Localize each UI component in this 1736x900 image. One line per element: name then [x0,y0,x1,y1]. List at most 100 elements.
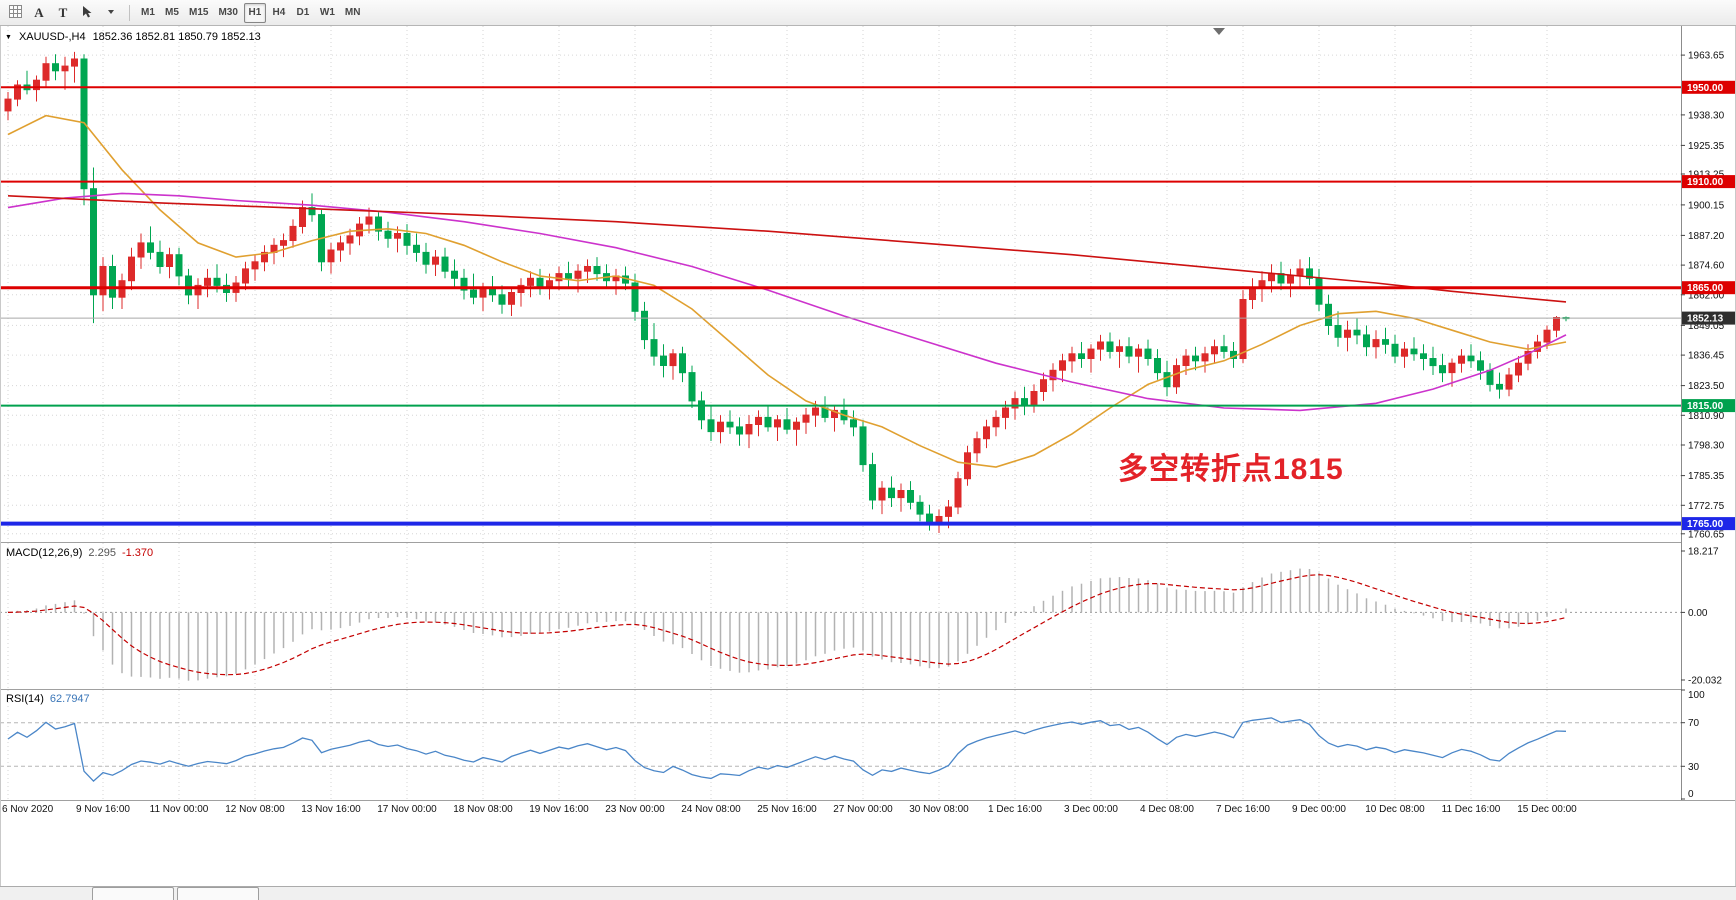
candle-body [441,256,449,272]
price-scale-label: 1963.65 [1688,51,1725,62]
rsi-indicator-label: RSI(14) 62.7947 [6,693,90,705]
candle-body [1543,329,1551,343]
candle-body [954,478,962,508]
price-line-badge [1682,517,1735,531]
svg-text:30: 30 [1688,762,1700,773]
candle-body [907,490,914,503]
candle-body [1553,317,1560,331]
timeframe-d1-button[interactable]: D1 [296,7,310,18]
timeframe-m15-button[interactable]: M15 [189,7,209,18]
candle-body [850,419,857,428]
chart-tab[interactable] [92,887,174,900]
candle-body [261,251,268,263]
rsi-title: RSI(14) [6,693,44,705]
time-axis-label: 9 Nov 16:00 [76,804,130,815]
chart-shift-marker[interactable] [1213,28,1225,35]
candle-body [308,207,316,216]
pattern-tool-button[interactable] [4,3,26,23]
price-scale[interactable]: 1963.65 1938.30 1925.35 1913.25 1900.15 1887.… [1681,51,1735,541]
svg-text:1910.00: 1910.00 [1687,177,1724,188]
timeframe-w1-button[interactable]: W1 [319,7,335,18]
candle-body [4,98,12,112]
time-axis-label: 23 Nov 00:00 [605,804,665,815]
candle-body [783,419,791,430]
ma-mid-line[interactable] [7,192,1567,412]
timeframe-m1-button[interactable]: M1 [141,7,155,18]
candle-body [1125,346,1133,357]
price-scale-label: 1913.25 [1688,170,1725,181]
chevron-down-icon [107,7,115,19]
candle-body [1382,339,1389,345]
rsi-line[interactable] [7,717,1567,783]
price-scale-label: 1938.30 [1688,110,1725,121]
time-axis-label: 15 Dec 00:00 [1517,804,1577,815]
price-line-badge [1682,80,1735,94]
candle-body [1097,341,1104,350]
candle-body [1477,360,1484,371]
candle-body [498,294,506,305]
candle-body [755,416,762,425]
macd-title: MACD(12,26,9) [6,547,83,559]
rsi-scale[interactable]: 100 70 30 0 [1681,689,1705,800]
candle-body [251,261,259,270]
candle-body [109,266,116,298]
time-axis-label: 25 Nov 16:00 [757,804,817,815]
candle-body [736,426,743,435]
candle-body [1448,362,1456,374]
toolbar: A T M1 M5 M15 M30 H1 H4 D1 W1 MN [0,0,1736,26]
timeframe-mn-button[interactable]: MN [344,7,361,18]
time-axis-label: 18 Nov 08:00 [453,804,513,815]
candle-body [365,216,373,225]
window-left-border [0,26,1,886]
chart-tab-bar [0,886,1736,900]
svg-text:1950.00: 1950.00 [1687,83,1724,94]
ma-fast-line[interactable] [7,114,1567,468]
candle-body [33,79,40,91]
candle-body [555,273,563,282]
candle-body [213,277,221,286]
arrow-tool-button[interactable] [76,3,98,23]
candle-body [61,65,69,72]
candle-body [983,426,990,440]
candle-body [1239,299,1247,359]
candle-body [631,282,639,312]
candle-body [451,270,458,279]
ma-slow-line[interactable] [7,195,1567,303]
text-tool-button[interactable]: T [58,4,68,20]
time-axis-label: 27 Nov 00:00 [833,804,893,815]
macd-scale[interactable]: 18.217 0.00 -20.032 [1681,547,1722,687]
candle-body [1040,379,1047,393]
candle-body [375,216,382,232]
candle-body [470,289,477,298]
candle-body [1334,325,1342,338]
timeframe-h4-button[interactable]: H4 [272,7,286,18]
candle-body [698,400,705,421]
candle-body [878,487,886,501]
timeframe-m30-button[interactable]: M30 [218,7,238,18]
font-tool-button[interactable]: A [34,4,44,20]
candle-body [973,438,981,454]
toolbar-separator [129,4,130,21]
candle-body [1372,339,1380,348]
macd-signal-line[interactable] [7,574,1567,676]
price-scale-label: 1772.75 [1688,501,1725,512]
candle-body [688,372,696,402]
timeframe-m5-button[interactable]: M5 [165,7,179,18]
chart-tab[interactable] [177,887,259,900]
price-scale-label: 1849.05 [1688,321,1725,332]
svg-text:0: 0 [1688,789,1694,800]
tool-dropdown-button[interactable] [100,3,122,23]
timeframe-h1-button[interactable]: H1 [243,2,266,23]
chart-annotation-text: 多空转折点1815 [1118,453,1344,486]
collapse-triangle-icon[interactable]: ▼ [5,34,12,41]
candle-body [460,277,468,291]
candle-body [1030,391,1038,407]
candle-body [42,63,50,81]
candle-body [1078,353,1085,359]
svg-text:70: 70 [1688,718,1700,729]
time-axis[interactable]: 6 Nov 2020 9 Nov 16:00 11 Nov 00:00 12 Nov … [2,804,1577,815]
candle-body [679,353,686,374]
macd-histogram[interactable] [8,568,1567,681]
price-scale-label: 1887.20 [1688,231,1725,242]
